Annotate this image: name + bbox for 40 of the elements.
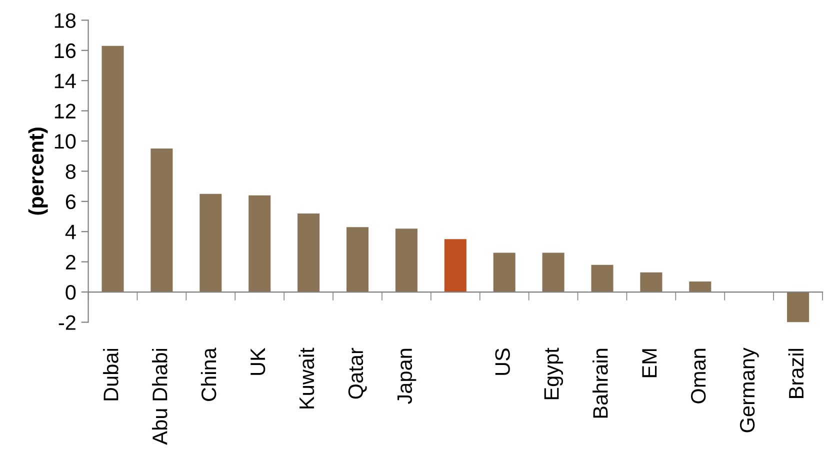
bar [102, 46, 124, 292]
y-tick-label: 0 [66, 285, 76, 300]
bar [298, 213, 320, 292]
bar [787, 292, 810, 322]
y-tick-label: 8 [66, 164, 76, 179]
bar [150, 148, 173, 292]
bar [591, 264, 614, 292]
bar [395, 228, 418, 292]
x-tick-label: Abu Dhabi [152, 348, 168, 445]
x-tick-label: Dubai [103, 348, 118, 400]
y-tick-label: 16 [54, 43, 76, 58]
bar [200, 194, 222, 292]
x-tick-label: UK [250, 348, 266, 375]
bar [248, 195, 271, 292]
y-tick-label: 14 [54, 74, 76, 88]
y-tick-label: 2 [66, 254, 76, 270]
x-tick-label: Germany [740, 348, 759, 432]
x-tick-label: Qatar [348, 348, 367, 399]
y-axis-title: (percent) [28, 128, 48, 215]
y-tick-label: 6 [66, 194, 76, 210]
bar [346, 227, 369, 292]
x-tick-label: Brazil [788, 348, 804, 398]
x-tick-label: Kuwait [298, 348, 314, 408]
x-tick-label: Oman [690, 348, 706, 404]
x-tick-label: China [200, 348, 216, 401]
bar [689, 281, 712, 292]
x-tick-label: EM [642, 349, 657, 378]
y-tick-label: -2 [58, 315, 76, 330]
x-tick-label: US [495, 348, 510, 375]
x-tick-label: Japan [398, 348, 416, 404]
bar [444, 239, 466, 292]
y-tick-label: 18 [54, 13, 76, 28]
y-tick-label: 10 [54, 134, 76, 149]
y-tick-label: 12 [54, 104, 76, 118]
x-tick-label: Bahrain [592, 348, 608, 418]
bar [542, 252, 564, 292]
x-tick-label: Egypt [544, 348, 564, 400]
y-tick-label: 4 [65, 224, 76, 240]
bar [493, 252, 516, 292]
bar [640, 272, 662, 292]
